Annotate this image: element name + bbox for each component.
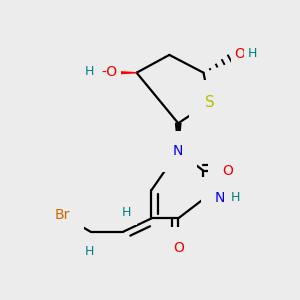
Text: O: O bbox=[235, 47, 246, 61]
Text: O: O bbox=[173, 241, 184, 255]
Text: N: N bbox=[173, 145, 183, 158]
Text: N: N bbox=[215, 190, 225, 205]
Text: S: S bbox=[205, 95, 214, 110]
Text: H: H bbox=[248, 47, 257, 61]
Polygon shape bbox=[100, 70, 136, 75]
Text: H: H bbox=[122, 206, 131, 219]
Polygon shape bbox=[176, 123, 181, 152]
Text: H: H bbox=[85, 65, 94, 78]
Text: O: O bbox=[222, 164, 233, 178]
Text: Br: Br bbox=[55, 208, 70, 222]
Text: H: H bbox=[231, 191, 240, 204]
Text: -O: -O bbox=[101, 65, 117, 79]
Text: H: H bbox=[84, 244, 94, 258]
